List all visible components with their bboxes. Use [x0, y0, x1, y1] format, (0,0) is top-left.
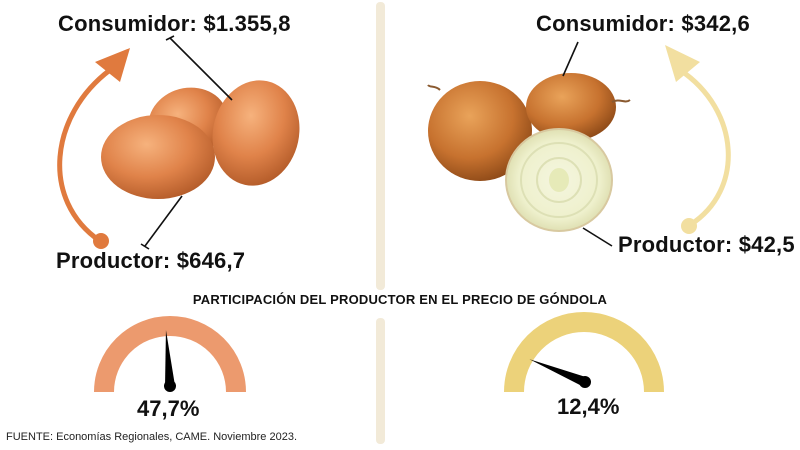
source-note: FUENTE: Economías Regionales, CAME. Novi… — [6, 431, 298, 443]
onion-arrow — [665, 45, 731, 234]
onion-producer-leader — [582, 227, 613, 247]
eggs-image — [101, 80, 300, 199]
egg-gauge — [94, 316, 246, 393]
divider-bottom — [376, 318, 385, 444]
onion-share-value: 12,4% — [557, 394, 620, 419]
egg-consumer-leader — [169, 37, 233, 101]
egg-producer-price: Productor: $646,7 — [56, 248, 246, 273]
section-title: PARTICIPACIÓN DEL PRODUCTOR EN EL PRECIO… — [192, 292, 608, 307]
onion-producer-price: Productor: $42,5 — [618, 232, 795, 257]
onion-consumer-price: Consumidor: $342,6 — [536, 11, 750, 36]
onion-gauge — [504, 312, 664, 393]
egg-producer-leader — [144, 195, 183, 247]
egg-consumer-price: Consumidor: $1.355,8 — [58, 11, 291, 36]
egg-arrow — [57, 48, 130, 249]
onion-consumer-leader — [562, 41, 579, 77]
onions-image — [427, 73, 631, 232]
egg-share-value: 47,7% — [137, 396, 200, 421]
divider-top — [376, 2, 385, 290]
